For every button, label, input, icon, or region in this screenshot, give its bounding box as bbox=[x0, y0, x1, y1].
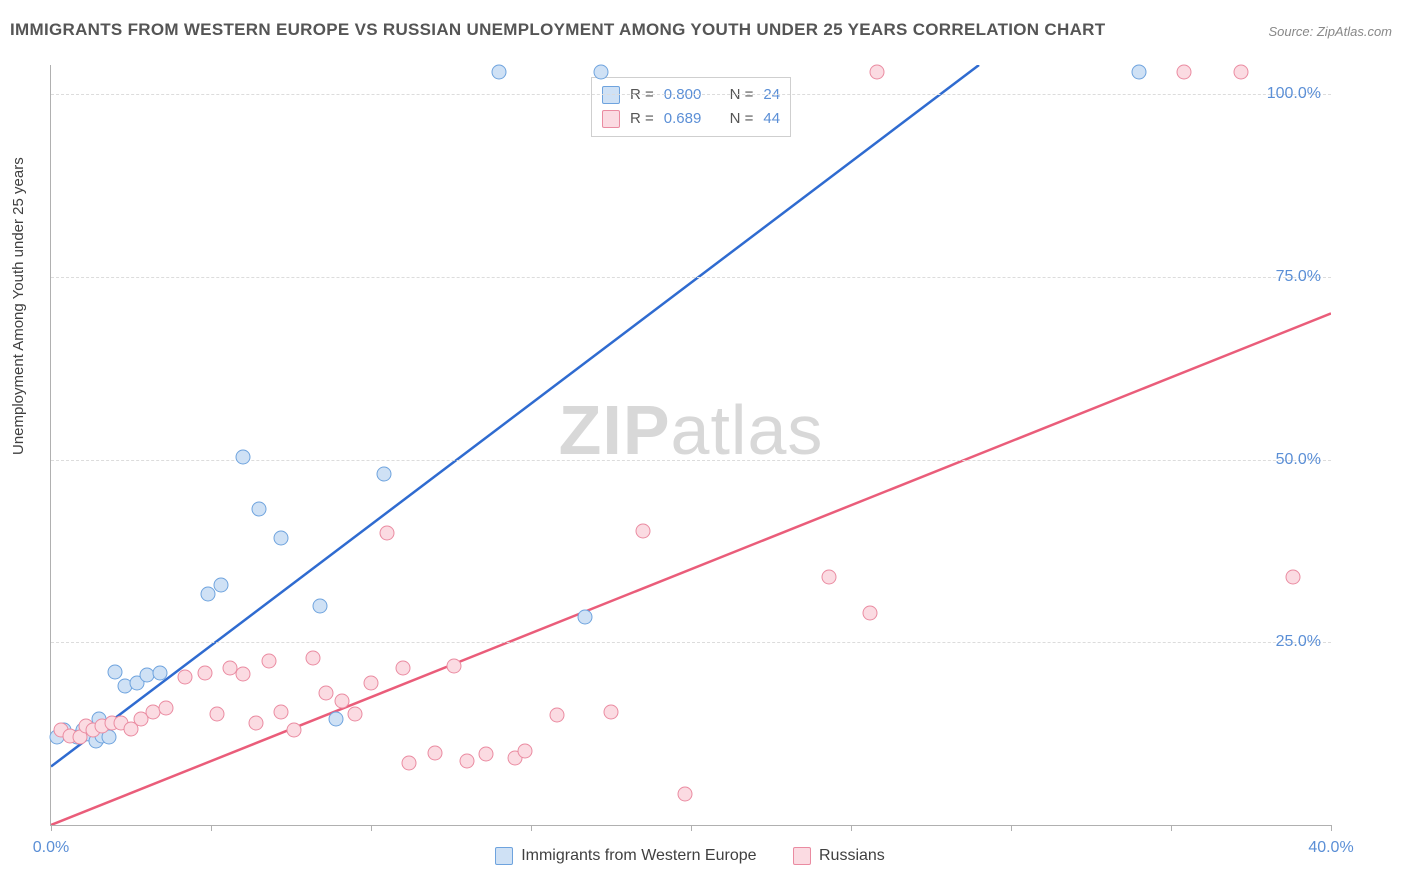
data-point bbox=[236, 450, 251, 465]
legend-bottom-swatch-1 bbox=[793, 847, 811, 865]
data-point bbox=[335, 693, 350, 708]
data-point bbox=[364, 675, 379, 690]
y-tick-label: 100.0% bbox=[1267, 85, 1321, 103]
data-point bbox=[428, 746, 443, 761]
data-point bbox=[578, 609, 593, 624]
data-point bbox=[1132, 65, 1147, 80]
data-point bbox=[287, 723, 302, 738]
data-point bbox=[328, 712, 343, 727]
correlation-legend: R = 0.800 N = 24 R = 0.689 N = 44 bbox=[591, 77, 791, 137]
data-point bbox=[312, 598, 327, 613]
legend-swatch-1 bbox=[602, 110, 620, 128]
data-point bbox=[319, 686, 334, 701]
r-value-1: 0.689 bbox=[664, 107, 702, 131]
x-tick bbox=[1011, 825, 1012, 831]
x-tick bbox=[691, 825, 692, 831]
watermark-main: ZIP bbox=[559, 391, 671, 469]
data-point bbox=[447, 658, 462, 673]
watermark: ZIPatlas bbox=[559, 390, 824, 470]
data-point bbox=[549, 708, 564, 723]
chart-title: IMMIGRANTS FROM WESTERN EUROPE VS RUSSIA… bbox=[10, 20, 1105, 40]
data-point bbox=[213, 578, 228, 593]
data-point bbox=[517, 744, 532, 759]
trendlines-svg bbox=[51, 65, 1331, 825]
x-tick bbox=[371, 825, 372, 831]
data-point bbox=[594, 65, 609, 80]
data-point bbox=[152, 666, 167, 681]
data-point bbox=[261, 654, 276, 669]
gridline bbox=[51, 277, 1331, 278]
data-point bbox=[159, 701, 174, 716]
trendline bbox=[51, 65, 979, 767]
data-point bbox=[492, 65, 507, 80]
data-point bbox=[863, 606, 878, 621]
y-tick-label: 25.0% bbox=[1276, 633, 1321, 651]
data-point bbox=[677, 787, 692, 802]
gridline bbox=[51, 642, 1331, 643]
n-value-1: 44 bbox=[763, 107, 780, 131]
legend-label-1: Russians bbox=[819, 847, 885, 865]
data-point bbox=[460, 753, 475, 768]
chart-container: Unemployment Among Youth under 25 years … bbox=[0, 55, 1406, 870]
data-point bbox=[869, 65, 884, 80]
source-citation: Source: ZipAtlas.com bbox=[1268, 24, 1392, 39]
y-axis-label: Unemployment Among Youth under 25 years bbox=[10, 157, 27, 455]
x-tick bbox=[51, 825, 52, 831]
data-point bbox=[348, 706, 363, 721]
legend-bottom-swatch-0 bbox=[495, 847, 513, 865]
data-point bbox=[1176, 65, 1191, 80]
data-point bbox=[274, 704, 289, 719]
data-point bbox=[636, 524, 651, 539]
data-point bbox=[248, 716, 263, 731]
data-point bbox=[306, 651, 321, 666]
data-point bbox=[376, 467, 391, 482]
data-point bbox=[210, 706, 225, 721]
n-label: N = bbox=[730, 107, 754, 131]
data-point bbox=[1234, 65, 1249, 80]
data-point bbox=[1285, 569, 1300, 584]
x-tick bbox=[1331, 825, 1332, 831]
data-point bbox=[380, 525, 395, 540]
y-tick-label: 50.0% bbox=[1276, 451, 1321, 469]
r-label: R = bbox=[630, 107, 654, 131]
x-tick bbox=[1171, 825, 1172, 831]
watermark-sub: atlas bbox=[671, 391, 824, 469]
data-point bbox=[821, 569, 836, 584]
y-tick-label: 75.0% bbox=[1276, 268, 1321, 286]
legend-item-0: Immigrants from Western Europe bbox=[495, 847, 756, 865]
trendline bbox=[51, 313, 1331, 825]
gridline bbox=[51, 94, 1331, 95]
data-point bbox=[274, 530, 289, 545]
data-point bbox=[252, 501, 267, 516]
data-point bbox=[236, 666, 251, 681]
data-point bbox=[197, 666, 212, 681]
data-point bbox=[178, 670, 193, 685]
data-point bbox=[108, 664, 123, 679]
plot-area: ZIPatlas R = 0.800 N = 24 R = 0.689 N = … bbox=[50, 65, 1331, 826]
legend-row-series-1: R = 0.689 N = 44 bbox=[602, 107, 780, 131]
data-point bbox=[479, 747, 494, 762]
legend-label-0: Immigrants from Western Europe bbox=[521, 847, 756, 865]
series-legend: Immigrants from Western Europe Russians bbox=[50, 847, 1330, 870]
x-tick bbox=[531, 825, 532, 831]
x-tick bbox=[851, 825, 852, 831]
legend-item-1: Russians bbox=[793, 847, 885, 865]
x-tick bbox=[211, 825, 212, 831]
data-point bbox=[604, 704, 619, 719]
data-point bbox=[402, 755, 417, 770]
data-point bbox=[396, 660, 411, 675]
